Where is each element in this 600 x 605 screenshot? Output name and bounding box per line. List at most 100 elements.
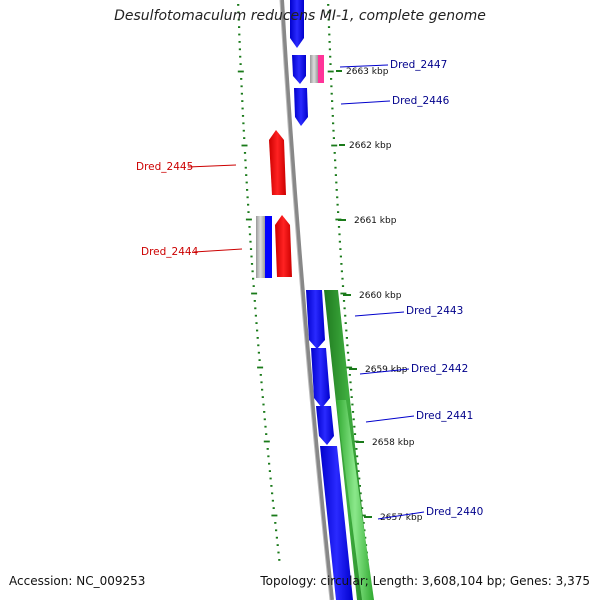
right-track-tick (350, 396, 353, 398)
left-track-tick (238, 48, 241, 51)
gc-content-bar-light (336, 400, 374, 600)
left-track-tick (271, 514, 278, 517)
left-track-tick (271, 499, 274, 502)
left-track-tick (263, 418, 266, 421)
right-track-tick (343, 307, 346, 310)
right-track-tick (349, 381, 352, 384)
left-track-tick (262, 403, 265, 406)
label-dred-2443[interactable]: Dred_2443 (406, 305, 463, 317)
label-dred-2440[interactable]: Dred_2440 (426, 506, 483, 518)
right-track-tick (328, 41, 331, 43)
leader-dred-2446 (340, 100, 391, 105)
right-track-tick (344, 314, 347, 317)
left-track-tick (249, 248, 253, 250)
scale-label-2660: 2660 kbp (359, 291, 402, 301)
left-track-tick (243, 152, 247, 154)
gene-top-1 (290, 0, 304, 48)
left-track-tick (251, 292, 258, 295)
gene-dred-2445 (269, 130, 286, 195)
scale-label-2663: 2663 kbp (346, 67, 389, 77)
right-track-tick (362, 522, 365, 524)
right-track-tick (329, 63, 332, 65)
left-track-tick (243, 137, 246, 139)
right-track-tick (329, 55, 332, 58)
right-track-tick (350, 388, 353, 391)
map-title: Desulfotomaculum reducens MI-1, complete… (114, 8, 486, 24)
right-track-tick (341, 285, 345, 287)
right-track-tick (355, 448, 358, 450)
left-track-tick (261, 396, 264, 398)
right-track-tick (336, 203, 339, 206)
gene-dred-2447 (292, 55, 306, 84)
label-dred-2441[interactable]: Dred_2441 (416, 410, 473, 422)
label-dred-2442[interactable]: Dred_2442 (411, 363, 468, 375)
right-track-tick (337, 211, 340, 213)
left-track-tick (239, 63, 242, 65)
right-track-tick (340, 263, 343, 265)
gene-labels: Dred_2447 Dred_2446 Dred_2445 Dred_2444 … (136, 59, 483, 520)
right-track-tick (336, 196, 339, 199)
right-track-tick (330, 85, 333, 88)
right-track-tick (341, 277, 344, 280)
left-track-tick (268, 470, 271, 472)
right-track-tick (327, 18, 330, 21)
right-dot-track (327, 4, 369, 561)
left-track-tick (253, 300, 256, 302)
leader-dred-2443 (354, 311, 405, 317)
left-track-tick (247, 211, 250, 213)
label-dred-2445[interactable]: Dred_2445 (136, 161, 193, 173)
left-track-tick (275, 529, 278, 532)
right-track-tick (331, 100, 334, 102)
left-track-tick (237, 4, 240, 6)
right-track-tick (333, 152, 336, 154)
left-track-tick (263, 440, 270, 443)
left-track-tick (277, 551, 280, 554)
label-dred-2446[interactable]: Dred_2446 (392, 95, 450, 107)
left-track-tick (272, 507, 275, 509)
left-track-tick (242, 129, 245, 132)
gene-dred-2444-grey (256, 216, 265, 278)
right-track-tick (346, 344, 349, 347)
right-track-tick (363, 529, 366, 532)
right-track-tick (358, 485, 361, 487)
left-track-tick (237, 18, 240, 21)
left-track-tick (240, 78, 243, 80)
left-track-tick (240, 92, 243, 95)
leader-dred-2445 (187, 164, 237, 168)
left-track-tick (274, 522, 277, 524)
label-dred-2444[interactable]: Dred_2444 (141, 246, 199, 258)
left-track-tick (245, 181, 248, 184)
left-track-tick (251, 270, 254, 273)
right-track-tick (360, 499, 363, 502)
left-track-tick (238, 33, 241, 36)
leader-dred-2441 (365, 415, 415, 423)
label-dred-2447[interactable]: Dred_2447 (390, 59, 447, 71)
right-track-tick (327, 4, 330, 6)
right-track-tick (339, 255, 342, 258)
left-track-tick (256, 329, 259, 332)
right-track-tick (352, 440, 359, 443)
right-track-tick (331, 107, 334, 110)
right-track-tick (357, 470, 360, 472)
right-track-tick (332, 122, 335, 125)
scale-labels: 2663 kbp 2662 kbp 2661 kbp 2660 kbp 2659… (336, 67, 423, 523)
left-track-tick (276, 544, 279, 546)
left-track-tick (256, 337, 259, 339)
right-track-tick (338, 233, 341, 236)
right-track-tick (339, 248, 342, 250)
left-track-tick (249, 240, 252, 243)
scale-label-2658: 2658 kbp (372, 438, 415, 448)
right-track-tick (342, 300, 346, 302)
right-track-tick (327, 11, 330, 14)
right-track-tick (334, 166, 337, 169)
right-track-tick (353, 433, 357, 435)
left-track-tick (269, 477, 272, 480)
left-track-tick (246, 196, 249, 199)
left-track-tick (266, 448, 269, 450)
left-track-tick (237, 11, 240, 14)
scale-label-2662: 2662 kbp (349, 141, 392, 151)
left-track-tick (252, 277, 255, 280)
left-track-tick (237, 70, 244, 73)
right-track-tick (356, 455, 359, 458)
scale-label-2659: 2659 kbp (365, 365, 408, 375)
